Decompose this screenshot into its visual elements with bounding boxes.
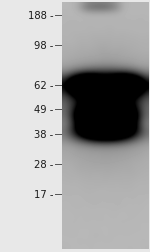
Text: 188 -: 188 - [28,11,53,21]
Text: 49 -: 49 - [34,105,53,115]
Text: 17 -: 17 - [34,189,53,199]
Text: 98 -: 98 - [34,41,53,51]
Text: 28 -: 28 - [34,159,53,169]
Text: 62 -: 62 - [34,80,53,90]
Text: 38 -: 38 - [34,130,53,140]
